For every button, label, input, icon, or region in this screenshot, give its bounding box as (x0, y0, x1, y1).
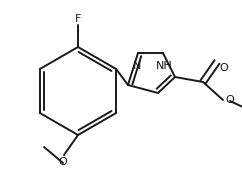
Text: O: O (219, 63, 228, 73)
Text: O: O (59, 157, 67, 167)
Text: N: N (133, 61, 141, 71)
Text: F: F (75, 14, 81, 24)
Text: NH: NH (156, 61, 172, 71)
Text: O: O (225, 95, 234, 105)
